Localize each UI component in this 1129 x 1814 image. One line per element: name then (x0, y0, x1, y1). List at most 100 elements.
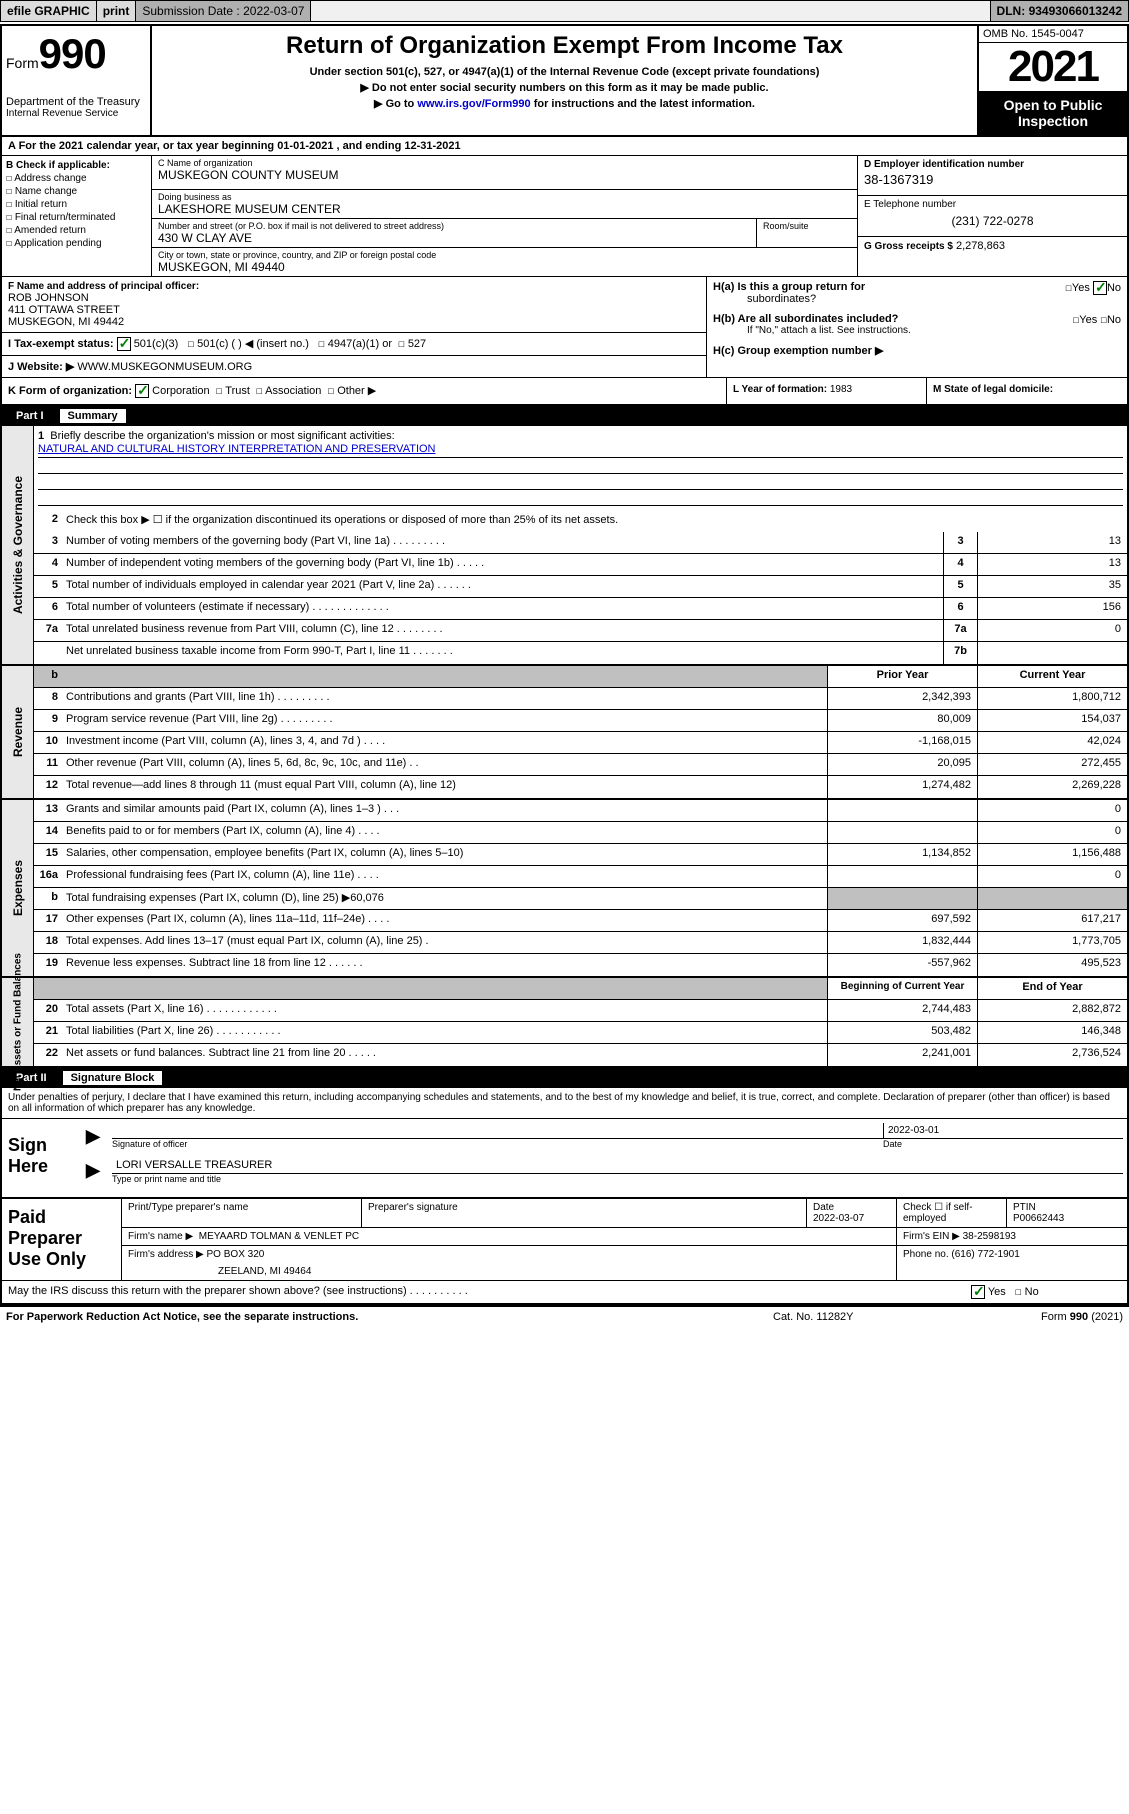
sig-officer-label: Signature of officer (112, 1139, 883, 1149)
sign-arrow-icon: ▶ (86, 1123, 102, 1149)
chk-ha-no[interactable] (1093, 281, 1107, 295)
chk-discuss-yes[interactable] (971, 1285, 985, 1299)
mission-text: NATURAL AND CULTURAL HISTORY INTERPRETAT… (38, 442, 1123, 458)
chk-initial-return[interactable]: ☐ Initial return (6, 199, 147, 210)
net-header-row: Beginning of Current Year End of Year (34, 978, 1127, 1000)
chk-address-change[interactable]: ☐ Address change (6, 173, 147, 184)
dba-value: LAKESHORE MUSEUM CENTER (158, 202, 851, 216)
website-value: WWW.MUSKEGONMUSEUM.ORG (77, 361, 252, 373)
subtitle-2: ▶ Do not enter social security numbers o… (158, 81, 971, 94)
ein-box: D Employer identification number 38-1367… (858, 156, 1127, 195)
print-button[interactable]: print (97, 1, 137, 21)
form-meta-block: OMB No. 1545-0047 2021 Open to Public In… (977, 26, 1127, 135)
ein-value: 38-1367319 (864, 172, 1121, 187)
submission-date-label: Submission Date : 2022-03-07 (136, 1, 311, 21)
submission-date-lbl: Submission Date : (142, 4, 239, 18)
officer-addr1: 411 OTTAWA STREET (8, 304, 700, 316)
row-k-l-m: K Form of organization: Corporation ☐ Tr… (2, 378, 1127, 406)
side-tab-expenses: Expenses (2, 800, 34, 976)
sign-here-label: Sign Here (2, 1119, 82, 1197)
paid-preparer-label: Paid Preparer Use Only (2, 1199, 122, 1280)
line-3: 3Number of voting members of the governi… (34, 532, 1127, 554)
city-value: MUSKEGON, MI 49440 (158, 260, 851, 274)
page-footer: For Paperwork Reduction Act Notice, see … (0, 1307, 1129, 1327)
rev-header-row: b Prior Year Current Year (34, 666, 1127, 688)
subtitle-1: Under section 501(c), 527, or 4947(a)(1)… (158, 66, 971, 78)
chk-501c3[interactable] (117, 337, 131, 351)
phone-value: (231) 722-0278 (864, 214, 1121, 228)
expenses-rows: 13Grants and similar amounts paid (Part … (34, 800, 1127, 976)
prep-row-1: Print/Type preparer's name Preparer's si… (122, 1199, 1127, 1228)
section-h-group: H(a) Is this a group return for ☐Yes No … (707, 277, 1127, 377)
part-2-title: Signature Block (63, 1071, 163, 1085)
paperwork-notice: For Paperwork Reduction Act Notice, see … (6, 1311, 773, 1323)
chk-application-pending[interactable]: ☐ Application pending (6, 238, 147, 249)
sign-date: 2022-03-01 (883, 1123, 1123, 1138)
line-8: 8Contributions and grants (Part VIII, li… (34, 688, 1127, 710)
address-row: Number and street (or P.O. box if mail i… (152, 219, 857, 248)
line-20: 20Total assets (Part X, line 16) . . . .… (34, 1000, 1127, 1022)
section-d-e-g: D Employer identification number 38-1367… (857, 156, 1127, 276)
phone-label: E Telephone number (864, 199, 1121, 210)
governance-rows: 1 Briefly describe the organization's mi… (34, 426, 1127, 664)
dln-field: DLN: 93493066013242 (990, 1, 1128, 21)
sign-here-block: Sign Here ▶ 2022-03-01 Signature of offi… (2, 1119, 1127, 1199)
prep-row-2: Firm's name ▶ MEYAARD TOLMAN & VENLET PC… (122, 1228, 1127, 1246)
col-f-i-j: F Name and address of principal officer:… (2, 277, 707, 377)
preparer-grid: Print/Type preparer's name Preparer's si… (122, 1199, 1127, 1280)
chk-corporation[interactable] (135, 384, 149, 398)
dln-value: 93493066013242 (1029, 4, 1122, 18)
line-4: 4Number of independent voting members of… (34, 554, 1127, 576)
preparer-firm-ein: 38-2598193 (963, 1231, 1016, 1242)
line-7b: Net unrelated business taxable income fr… (34, 642, 1127, 664)
signer-name: LORI VERSALLE TREASURER (112, 1157, 1123, 1173)
chk-name-change[interactable]: ☐ Name change (6, 186, 147, 197)
preparer-addr1: PO BOX 320 (207, 1249, 265, 1260)
section-f-officer: F Name and address of principal officer:… (2, 277, 706, 333)
part-1-title: Summary (60, 409, 126, 423)
org-name-label: C Name of organization (158, 158, 851, 168)
line-9: 9Program service revenue (Part VIII, lin… (34, 710, 1127, 732)
website-label: J Website: ▶ (8, 361, 74, 373)
side-tab-governance: Activities & Governance (2, 426, 34, 664)
sign-fields: ▶ 2022-03-01 Signature of officer Date ▶ (82, 1119, 1127, 1197)
line-15: 15Salaries, other compensation, employee… (34, 844, 1127, 866)
section-c-org-info: C Name of organization MUSKEGON COUNTY M… (152, 156, 857, 276)
line-7a: 7aTotal unrelated business revenue from … (34, 620, 1127, 642)
activities-governance-section: Activities & Governance 1 Briefly descri… (2, 426, 1127, 666)
gross-value: 2,278,863 (956, 240, 1005, 252)
line-12: 12Total revenue—add lines 8 through 11 (… (34, 776, 1127, 798)
instructions-link[interactable]: www.irs.gov/Form990 (417, 98, 530, 110)
street-label: Number and street (or P.O. box if mail i… (158, 221, 750, 231)
sign-arrow-icon-2: ▶ (86, 1157, 102, 1184)
line-10: 10Investment income (Part VIII, column (… (34, 732, 1127, 754)
line-14: 14Benefits paid to or for members (Part … (34, 822, 1127, 844)
line-2: 2 Check this box ▶ ☐ if the organization… (34, 510, 1127, 532)
line-11: 11Other revenue (Part VIII, column (A), … (34, 754, 1127, 776)
line-13: 13Grants and similar amounts paid (Part … (34, 800, 1127, 822)
suite-box: Room/suite (757, 219, 857, 247)
preparer-addr2: ZEELAND, MI 49464 (128, 1266, 890, 1277)
dba-label: Doing business as (158, 192, 851, 202)
line-17: 17Other expenses (Part IX, column (A), l… (34, 910, 1127, 932)
part-1-num: Part I (8, 410, 52, 422)
section-k-form-org: K Form of organization: Corporation ☐ Tr… (2, 378, 727, 404)
officer-label: F Name and address of principal officer: (8, 281, 700, 292)
form-ref: Form 990 (2021) (973, 1311, 1123, 1323)
tax-year: 2021 (979, 43, 1127, 91)
section-l-year: L Year of formation: 1983 (727, 378, 927, 404)
dba-box: Doing business as LAKESHORE MUSEUM CENTE… (152, 190, 857, 219)
preparer-phone: (616) 772-1901 (951, 1249, 1019, 1260)
revenue-rows: b Prior Year Current Year 8Contributions… (34, 666, 1127, 798)
discuss-row: May the IRS discuss this return with the… (2, 1281, 1127, 1305)
chk-final-return[interactable]: ☐ Final return/terminated (6, 212, 147, 223)
paid-preparer-block: Paid Preparer Use Only Print/Type prepar… (2, 1199, 1127, 1281)
section-i-tax-exempt: I Tax-exempt status: 501(c)(3) ☐ 501(c) … (2, 333, 706, 356)
chk-amended-return[interactable]: ☐ Amended return (6, 225, 147, 236)
net-assets-section: Net Assets or Fund Balances Beginning of… (2, 978, 1127, 1068)
efile-button[interactable]: efile GRAPHIC (1, 1, 97, 21)
h-b-row: H(b) Are all subordinates included? ☐Yes… (707, 309, 1127, 340)
irs-label: Internal Revenue Service (6, 108, 146, 119)
h-a-row: H(a) Is this a group return for ☐Yes No … (707, 277, 1127, 309)
phone-box: E Telephone number (231) 722-0278 (858, 195, 1127, 235)
